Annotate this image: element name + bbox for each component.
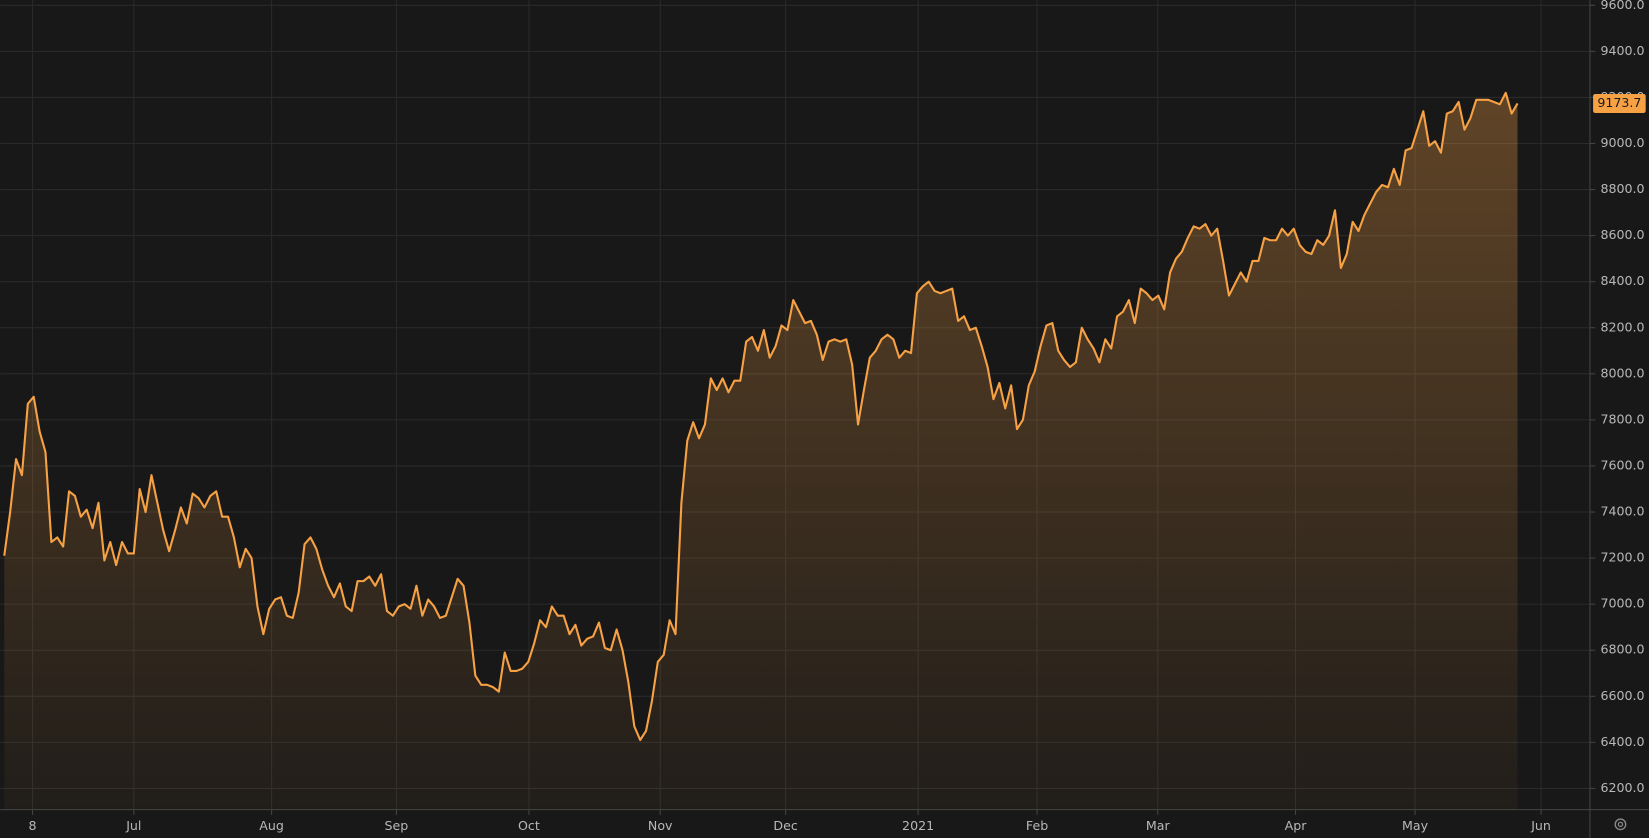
y-tick-label: 7400.0 [1600, 504, 1644, 519]
x-tick-label: 2021 [902, 818, 934, 833]
x-tick-label: May [1402, 818, 1429, 833]
y-tick-label: 7600.0 [1600, 457, 1644, 472]
x-tick-label: Nov [648, 818, 673, 833]
price-axis-panel [1589, 0, 1649, 838]
y-tick-label: 6200.0 [1600, 780, 1644, 795]
x-tick-label: Aug [259, 818, 284, 833]
y-tick-label: 6800.0 [1600, 642, 1644, 657]
y-tick-label: 9000.0 [1600, 135, 1644, 150]
y-tick-label: 7800.0 [1600, 411, 1644, 426]
last-price-box [1593, 94, 1646, 113]
x-tick-label: Jul [125, 818, 141, 833]
x-tick-label: Sep [385, 818, 409, 833]
y-tick-label: 7000.0 [1600, 596, 1644, 611]
y-tick-label: 6400.0 [1600, 734, 1644, 749]
y-tick-label: 6600.0 [1600, 688, 1644, 703]
x-tick-label: Dec [773, 818, 797, 833]
line [3, 91, 1519, 742]
axes: 6200.0 6400.0 6600.0 6800.0 7000.0 7200.0 7400… [29, 0, 1646, 833]
x-tick-label: Jun [1530, 818, 1551, 833]
time-axis-panel [0, 809, 1649, 838]
x-tick-label: 8 [29, 818, 37, 833]
y-tick-label: 9400.0 [1600, 43, 1644, 58]
y-tick-label: 8800.0 [1600, 181, 1644, 196]
y-tick-label: 7200.0 [1600, 550, 1644, 565]
area [4, 92, 1518, 810]
x-tick-label: Apr [1285, 818, 1308, 833]
settings-icon[interactable] [1614, 818, 1627, 831]
y-tick-label: 8600.0 [1600, 227, 1644, 242]
y-tick-label: 8200.0 [1600, 319, 1644, 334]
x-tick-label: Mar [1146, 818, 1171, 833]
y-tick-label: 8400.0 [1600, 273, 1644, 288]
y-tick-label: 9600.0 [1600, 0, 1644, 12]
y-tick-label: 8000.0 [1600, 365, 1644, 380]
x-tick-label: Oct [518, 818, 540, 833]
x-tick-label: Feb [1026, 818, 1048, 833]
last-price-label: 9173.7 [1597, 95, 1641, 110]
plot-area [3, 91, 1519, 810]
